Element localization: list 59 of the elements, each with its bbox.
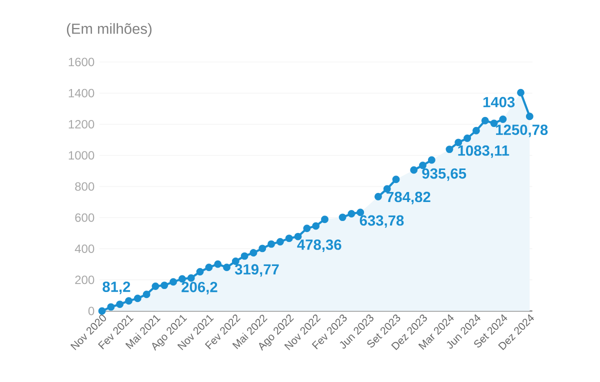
data-label: 633,78 [360,215,404,228]
point [446,146,454,154]
point [303,224,311,232]
data-label: 319,77 [234,264,279,277]
point [499,116,507,123]
point [276,238,284,246]
point [258,244,266,252]
point [312,222,320,230]
point [526,112,534,120]
point [125,297,132,305]
point [240,252,248,260]
y-tick-label: 600 [75,213,94,222]
data-label: 1403 [483,96,515,108]
data-label: 478,36 [297,239,342,252]
point [348,210,356,218]
point [410,166,418,174]
y-tick-label: 1000 [68,151,94,160]
point [321,216,328,224]
y-tick-label: 1600 [68,58,94,66]
y-tick-label: 400 [74,244,94,253]
point [205,264,213,272]
y-tick-label: 200 [75,276,94,284]
y-tick-label: 1200 [68,120,94,128]
point [98,307,106,315]
data-label: 935,65 [422,168,466,181]
point [428,156,436,164]
point [214,260,222,268]
point [517,88,524,96]
y-tick-label: 1400 [68,88,94,98]
y-axis-title: (Em milhões) [66,23,152,37]
point [374,192,382,200]
point [152,282,160,290]
y-tick-label: 0 [88,306,94,316]
point [472,126,480,134]
point [294,232,302,240]
point [160,282,168,290]
point [392,176,400,184]
point [481,116,489,124]
point [187,274,195,282]
point [223,264,230,272]
point [285,234,293,242]
point [250,249,258,257]
point [338,214,346,222]
y-tick-label: 800 [75,182,94,191]
data-label: 1250,78 [496,124,548,138]
point [464,134,472,142]
data-label: 81,2 [102,282,130,294]
point [232,257,240,265]
point [196,268,204,276]
point [490,120,498,128]
point [268,240,276,248]
point [134,294,142,302]
point [116,300,124,308]
point [170,278,178,286]
data-label: 1083,11 [458,145,510,158]
data-label: 784,82 [386,192,430,204]
data-label: 206,2 [182,282,218,294]
point [107,303,115,311]
point [142,290,150,298]
